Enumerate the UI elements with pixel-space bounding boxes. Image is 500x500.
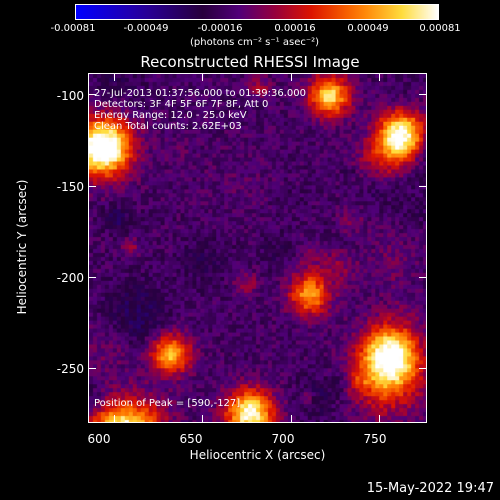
x-tick-mark-3-bottom bbox=[378, 415, 380, 423]
y-tick-mark-0-left bbox=[88, 94, 96, 96]
x-tick-mark-2-bottom bbox=[290, 415, 292, 423]
x-tick-label-3: 750 bbox=[363, 432, 387, 446]
y-tick-label-1: -150 bbox=[56, 180, 84, 194]
y-tick-label-3: -250 bbox=[56, 362, 84, 376]
annotation-peak: Position of Peak = [590,-127] bbox=[94, 398, 241, 409]
x-tick-mark-0-bottom bbox=[113, 415, 115, 423]
y-axis-label: Heliocentric Y (arcsec) bbox=[15, 179, 29, 315]
colorbar-tick-0: -0.00081 bbox=[50, 23, 96, 34]
colorbar-tick-4: 0.00049 bbox=[347, 23, 389, 34]
x-tick-label-2: 700 bbox=[271, 432, 295, 446]
colorbar-tick-3: 0.00016 bbox=[274, 23, 316, 34]
colorbar-tick-5: 0.00081 bbox=[419, 23, 461, 34]
y-tick-mark-2-left bbox=[88, 276, 96, 278]
heatmap-image bbox=[89, 74, 426, 422]
y-tick-mark-1-left bbox=[88, 185, 96, 187]
x-tick-mark-0-top bbox=[113, 73, 115, 81]
x-tick-label-0: 600 bbox=[87, 432, 111, 446]
colorbar-tick-1: -0.00049 bbox=[123, 23, 169, 34]
timestamp: 15-May-2022 19:47 bbox=[366, 481, 494, 496]
x-tick-mark-2-top bbox=[290, 73, 292, 81]
x-axis-label: Heliocentric X (arcsec) bbox=[189, 448, 326, 462]
x-tick-mark-1-bottom bbox=[202, 415, 204, 423]
chart-title: Reconstructed RHESSI Image bbox=[140, 53, 360, 71]
y-tick-label-0: -100 bbox=[56, 89, 84, 103]
annotation-time-range: 27-Jul-2013 01:37:56.000 to 01:39:36.000 bbox=[94, 88, 306, 99]
annotation-detectors: Detectors: 3F 4F 5F 6F 7F 8F, Att 0 bbox=[94, 99, 269, 110]
x-tick-mark-3-top bbox=[378, 73, 380, 81]
colorbar-tick-2: -0.00016 bbox=[197, 23, 243, 34]
y-tick-mark-3-right bbox=[419, 367, 427, 369]
colorbar bbox=[75, 4, 439, 20]
y-tick-mark-2-right bbox=[419, 276, 427, 278]
x-tick-mark-1-top bbox=[202, 73, 204, 81]
plot-area bbox=[88, 73, 427, 423]
annotation-energy: Energy Range: 12.0 - 25.0 keV bbox=[94, 110, 247, 121]
y-tick-mark-1-right bbox=[419, 185, 427, 187]
x-tick-label-1: 650 bbox=[179, 432, 203, 446]
y-tick-mark-3-left bbox=[88, 367, 96, 369]
annotation-clean: Clean Total counts: 2.62E+03 bbox=[94, 121, 242, 132]
y-tick-mark-0-right bbox=[419, 94, 427, 96]
colorbar-unit: (photons cm⁻² s⁻¹ asec⁻²) bbox=[190, 37, 320, 48]
y-tick-label-2: -200 bbox=[56, 271, 84, 285]
